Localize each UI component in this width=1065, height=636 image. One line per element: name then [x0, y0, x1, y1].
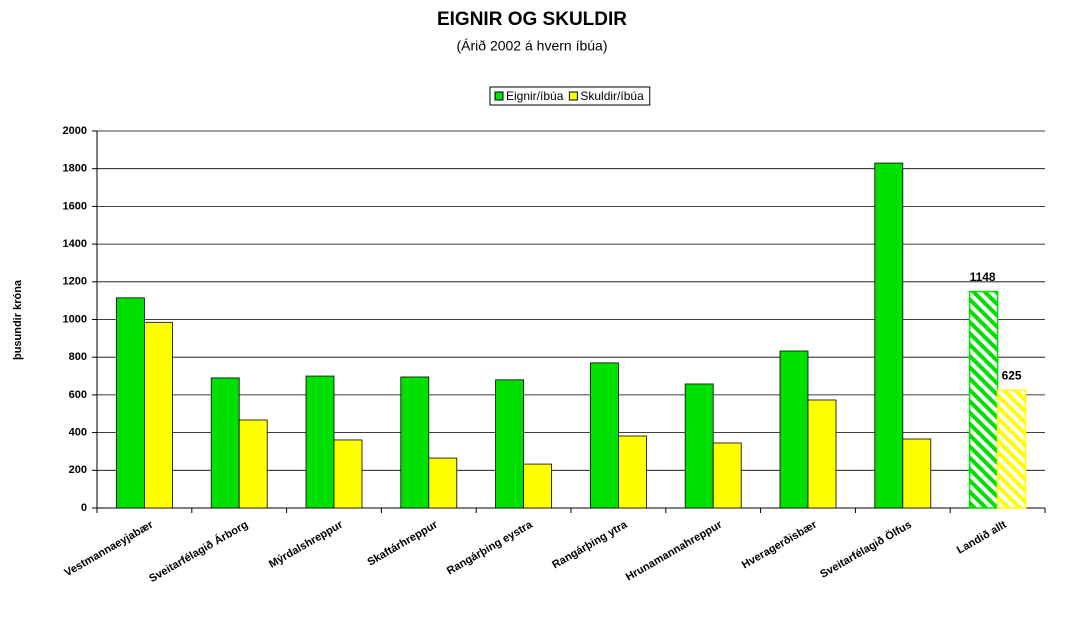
bar	[712, 442, 742, 509]
bar	[968, 290, 999, 509]
x-tick-label: Landið allt	[955, 519, 1009, 557]
x-tick-label: Mýrdalshreppur	[267, 518, 346, 570]
bar	[210, 377, 240, 509]
bar	[305, 375, 335, 509]
legend: Eignir/íbúa Skuldir/íbúa	[489, 86, 651, 106]
bar	[333, 439, 363, 509]
y-tick-label: 2000	[63, 125, 87, 137]
y-tick-label: 800	[69, 351, 87, 363]
y-tick-label: 1600	[63, 200, 87, 212]
bar	[238, 419, 268, 509]
x-tick-label: Rangárþing ytra	[550, 518, 630, 571]
bar	[428, 457, 458, 509]
y-tick-label: 1400	[63, 238, 87, 250]
y-tick-label: 1200	[63, 276, 87, 288]
bar	[996, 389, 1027, 509]
x-tick-label: Vestmannaeyjabær	[63, 518, 156, 579]
legend-label: Skuldir/íbúa	[580, 89, 644, 103]
y-tick-label: 400	[69, 427, 87, 439]
chart-title: EIGNIR OG SKULDIR	[437, 9, 627, 30]
y-tick-label: 1800	[63, 163, 87, 175]
bar	[590, 362, 619, 509]
legend-swatch	[568, 91, 578, 101]
y-tick-label: 0	[81, 502, 87, 514]
bar	[116, 297, 145, 509]
bar	[400, 376, 430, 509]
bar	[902, 438, 932, 509]
y-axis-label: þusundir króna	[12, 279, 24, 360]
y-tick-label: 600	[69, 389, 87, 401]
data-label: 625	[1002, 368, 1022, 382]
legend-swatch	[494, 91, 504, 101]
x-tick-label: Hrunamannahreppur	[624, 518, 725, 583]
x-tick-label: Hveragerðisbær	[740, 518, 820, 571]
bar	[874, 162, 904, 509]
bar	[495, 379, 525, 509]
bar	[684, 383, 714, 509]
data-label: 1148	[970, 270, 996, 284]
x-tick-label: Rangárþing eystra	[445, 518, 535, 577]
legend-label: Eignir/íbúa	[506, 89, 564, 103]
y-tick-label: 200	[69, 464, 87, 476]
x-tick-label: Skaftárhreppur	[365, 518, 440, 568]
bar	[779, 350, 809, 509]
bar	[807, 399, 837, 509]
x-tick-label: Sveitarfélagið Árborg	[147, 518, 250, 585]
chart-subtitle: (Árið 2002 á hvern íbúa)	[457, 38, 608, 54]
bar	[618, 435, 647, 509]
bar	[143, 321, 173, 509]
y-tick-label: 1000	[63, 313, 87, 325]
x-tick-label: Sveitarfélagið Ölfus	[818, 518, 914, 581]
bar	[523, 463, 552, 509]
